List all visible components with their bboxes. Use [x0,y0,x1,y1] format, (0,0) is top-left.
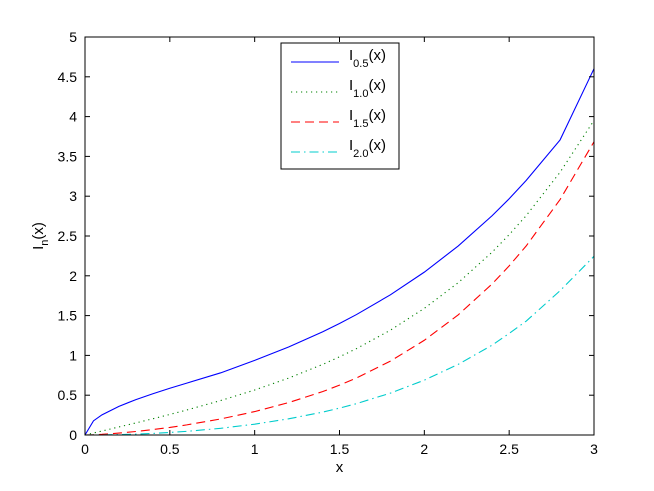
y-tick-label: 1 [69,347,77,363]
legend-label: I1.0(x) [349,77,386,100]
y-axis-label-sub: n [39,240,51,246]
x-tick-label: 1 [251,441,259,457]
y-tick-label: 2 [69,268,77,284]
x-tick-label: 1.5 [330,441,350,457]
x-tick-label: 3 [590,441,598,457]
y-tick-label: 2.5 [58,228,78,244]
x-axis-ticks: 0 0.5 1 1.5 2 2.5 3 [81,37,598,457]
y-tick-label: 3 [69,188,77,204]
y-tick-label: 0.5 [58,387,78,403]
y-tick-label: 0 [69,427,77,443]
series-line [84,255,595,436]
series-lines [84,68,595,436]
y-axis-label-main: I [30,246,47,250]
y-tick-label: 5 [69,29,77,45]
x-tick-label: 2.5 [499,441,519,457]
legend-label: I1.5(x) [349,107,386,130]
legend: I0.5(x) I1.0(x) I1.5(x) I2.0(x) [280,42,400,170]
legend-label: I0.5(x) [349,47,386,70]
y-tick-label: 4.5 [58,69,78,85]
y-axis-label-tail: (x) [30,222,47,240]
x-tick-label: 0.5 [160,441,180,457]
x-axis-label: x [336,459,344,476]
series-line [84,141,595,436]
series-line [84,68,595,436]
y-axis-label: In(x) [30,222,51,250]
legend-box [280,42,400,170]
y-tick-label: 4 [69,109,77,125]
x-tick-label: 2 [420,441,428,457]
y-tick-label: 1.5 [58,308,78,324]
y-tick-label: 3.5 [58,148,78,164]
x-tick-label: 0 [81,441,89,457]
legend-label: I2.0(x) [349,137,386,160]
y-axis-ticks: 0 0.5 1 1.5 2 2.5 3 3.5 4 4.5 5 [58,29,594,443]
